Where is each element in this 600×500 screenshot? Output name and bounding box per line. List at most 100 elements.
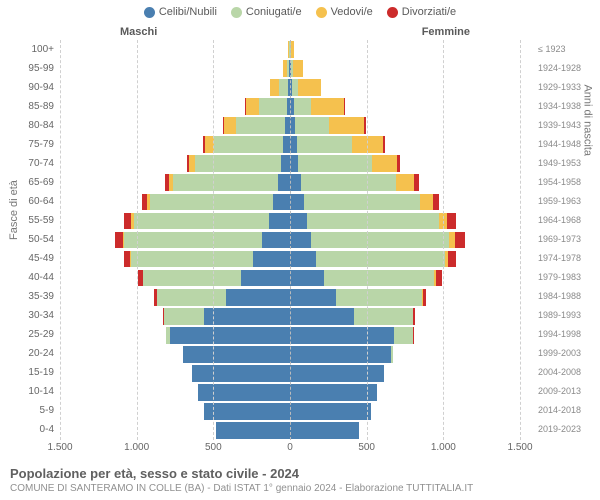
- segment-divorziati: [397, 155, 400, 172]
- age-tick: 95-99: [0, 64, 54, 74]
- segment-celibi: [290, 327, 394, 344]
- segment-celibi: [183, 346, 290, 363]
- male-bar: [216, 422, 290, 439]
- age-tick: 0-4: [0, 425, 54, 435]
- age-tick: 100+: [0, 45, 54, 55]
- segment-coniugati: [173, 174, 277, 191]
- segment-coniugati: [124, 232, 262, 249]
- segment-vedovi: [291, 41, 294, 58]
- male-bar: [124, 251, 290, 268]
- female-bar: [290, 232, 465, 249]
- segment-coniugati: [279, 79, 288, 96]
- legend-swatch: [231, 7, 242, 18]
- segment-vedovi: [293, 60, 304, 77]
- female-bar: [290, 194, 439, 211]
- x-tick: 1.500: [47, 442, 72, 453]
- male-bar: [124, 213, 290, 230]
- segment-divorziati: [455, 232, 465, 249]
- age-tick: 70-74: [0, 159, 54, 169]
- segment-coniugati: [324, 270, 434, 287]
- segment-celibi: [290, 213, 307, 230]
- segment-vedovi: [270, 79, 279, 96]
- segment-celibi: [253, 251, 290, 268]
- segment-vedovi: [311, 98, 345, 115]
- segment-celibi: [281, 155, 290, 172]
- birth-year-tick: 1959-1963: [538, 197, 600, 206]
- segment-celibi: [290, 384, 377, 401]
- segment-coniugati: [164, 308, 204, 325]
- segment-divorziati: [124, 213, 131, 230]
- segment-vedovi: [298, 79, 321, 96]
- x-tick: 500: [205, 442, 222, 453]
- segment-celibi: [269, 213, 290, 230]
- segment-coniugati: [150, 194, 273, 211]
- female-bar: [290, 98, 345, 115]
- y-axis-age: 100+95-9990-9485-8980-8475-7970-7465-696…: [0, 40, 58, 440]
- segment-vedovi: [329, 117, 364, 134]
- segment-celibi: [278, 174, 290, 191]
- segment-divorziati: [364, 117, 365, 134]
- gridline: [367, 40, 368, 440]
- segment-celibi: [262, 232, 290, 249]
- age-tick: 45-49: [0, 254, 54, 264]
- legend-label: Celibi/Nubili: [159, 6, 217, 18]
- chart-subtitle: COMUNE DI SANTERAMO IN COLLE (BA) - Dati…: [10, 483, 473, 494]
- segment-celibi: [198, 384, 290, 401]
- segment-vedovi: [420, 194, 432, 211]
- male-bar: [270, 79, 290, 96]
- segment-celibi: [290, 403, 371, 420]
- age-tick: 10-14: [0, 387, 54, 397]
- female-bar: [290, 251, 456, 268]
- female-bar: [290, 213, 456, 230]
- age-tick: 15-19: [0, 368, 54, 378]
- birth-year-tick: 1949-1953: [538, 159, 600, 168]
- segment-coniugati: [259, 98, 287, 115]
- segment-coniugati: [143, 270, 241, 287]
- x-tick: 1.000: [431, 442, 456, 453]
- segment-coniugati: [316, 251, 445, 268]
- birth-year-tick: 1954-1958: [538, 178, 600, 187]
- birth-year-tick: 1969-1973: [538, 235, 600, 244]
- male-bar: [154, 289, 290, 306]
- gridline: [213, 40, 214, 440]
- legend: Celibi/NubiliConiugati/eVedovi/eDivorzia…: [0, 0, 600, 20]
- female-bar: [290, 327, 413, 344]
- age-tick: 75-79: [0, 140, 54, 150]
- age-tick: 90-94: [0, 83, 54, 93]
- segment-coniugati: [307, 213, 439, 230]
- male-bar: [198, 384, 290, 401]
- age-tick: 80-84: [0, 121, 54, 131]
- birth-year-tick: 2004-2008: [538, 368, 600, 377]
- legend-item: Celibi/Nubili: [144, 6, 217, 18]
- chart-title: Popolazione per età, sesso e stato civil…: [10, 466, 473, 481]
- male-bar: [115, 232, 290, 249]
- male-bar: [283, 60, 290, 77]
- legend-swatch: [144, 7, 155, 18]
- gridline: [520, 40, 521, 440]
- female-bar: [290, 174, 419, 191]
- male-bar: [166, 327, 290, 344]
- segment-coniugati: [157, 289, 226, 306]
- female-bar: [290, 422, 359, 439]
- age-tick: 35-39: [0, 292, 54, 302]
- segment-coniugati: [214, 136, 283, 153]
- segment-vedovi: [224, 117, 236, 134]
- segment-vedovi: [246, 98, 260, 115]
- segment-celibi: [290, 155, 298, 172]
- female-bar: [290, 365, 384, 382]
- female-bar: [290, 136, 385, 153]
- male-bar: [142, 194, 290, 211]
- legend-item: Vedovi/e: [316, 6, 373, 18]
- segment-divorziati: [433, 194, 439, 211]
- birth-year-tick: 1994-1998: [538, 330, 600, 339]
- segment-vedovi: [372, 155, 397, 172]
- birth-year-tick: 1964-1968: [538, 216, 600, 225]
- chart-area: [60, 40, 520, 440]
- segment-celibi: [290, 232, 311, 249]
- segment-coniugati: [294, 98, 311, 115]
- birth-year-tick: 1989-1993: [538, 311, 600, 320]
- legend-label: Divorziati/e: [402, 6, 456, 18]
- age-tick: 25-29: [0, 330, 54, 340]
- female-bar: [290, 289, 426, 306]
- gridline: [137, 40, 138, 440]
